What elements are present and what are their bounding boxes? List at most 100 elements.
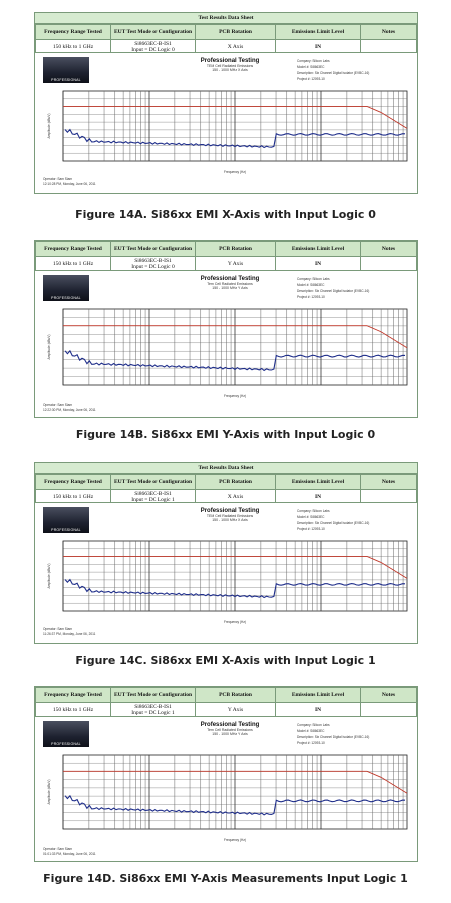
results-table: Frequency Range Tested EUT Test Mode or … (35, 687, 417, 718)
cell-notes (360, 489, 417, 505)
plot-subtitle-range: 150 - 1000 MHz X Axis (212, 68, 248, 72)
emi-plot-c: PROFESSIONAL Professional Testing TEM Ce… (34, 502, 418, 644)
plot-info: Company: Silicon Labs Model #: Si8663EC … (297, 722, 415, 746)
cell-rotation: X Axis (195, 489, 276, 505)
emi-chart: Frequency (Hz) Amplitude (dBuV) (47, 540, 408, 624)
results-table: Frequency Range Tested EUT Test Mode or … (35, 474, 417, 505)
plot-title-block: Professional Testing TEM Cell Radiated E… (175, 58, 285, 72)
x-axis-label: Frequency (Hz) (224, 170, 246, 174)
plot-footer: Operator: Sam Siam 01:01:33 PM, Monday, … (43, 847, 96, 857)
footer-operator: Operator: Sam Siam (43, 847, 73, 851)
measured-trace (64, 578, 406, 599)
plot-title-block: Professional Testing Tem Cell Radiated E… (175, 722, 285, 736)
col-header-rotation: PCB Rotation (195, 24, 276, 40)
info-company: Company: Silicon Labs (297, 59, 330, 63)
x-axis-label: Frequency (Hz) (224, 394, 246, 398)
cell-limit: IN (275, 489, 361, 505)
figure-caption: Figure 14C. Si86xx EMI X-Axis with Input… (75, 654, 376, 667)
plot-subtitle-range: 150 - 1000 MHz Y Axis (212, 286, 248, 290)
cell-mode-line1: Si8663EC-B-IS1 (134, 258, 172, 264)
y-axis-label: Amplitude (dBuV) (47, 335, 51, 360)
cell-mode-line2: Input = DC Logic 0 (131, 47, 175, 53)
info-model: Model #: Si8663EC (297, 515, 325, 519)
col-header-mode: EUT Test Mode or Configuration (110, 24, 196, 40)
col-header-mode: EUT Test Mode or Configuration (110, 241, 196, 257)
results-table-d: Frequency Range Tested EUT Test Mode or … (34, 686, 418, 719)
col-header-notes: Notes (360, 24, 417, 40)
col-header-limit: Emissions Limit Level (275, 24, 361, 40)
emi-chart: Frequency (Hz) Amplitude (dBuV) (47, 308, 408, 398)
col-header-limit: Emissions Limit Level (275, 687, 361, 703)
info-description: Description: Six Channel Digital Isolato… (297, 289, 370, 293)
cell-mode-line2: Input = DC Logic 1 (131, 497, 175, 503)
plot-info: Company: Silicon Labs Model #: Si8663EC … (297, 58, 415, 82)
professional-testing-logo: PROFESSIONAL (43, 57, 89, 83)
plot-info: Company: Silicon Labs Model #: Si8663EC … (297, 508, 415, 532)
info-model: Model #: Si8663EC (297, 729, 325, 733)
info-project: Project #: 12093-10 (297, 741, 325, 745)
info-model: Model #: Si8663EC (297, 283, 325, 287)
info-description: Description: Six Channel Digital Isolato… (297, 521, 370, 525)
figure-caption: Figure 14A. Si86xx EMI X-Axis with Input… (75, 208, 376, 221)
results-table: Frequency Range Tested EUT Test Mode or … (35, 24, 417, 55)
footer-timestamp: 12:22:30 PM, Monday, June 06, 2011 (43, 408, 96, 412)
emi-chart: Frequency (Hz) Amplitude (dBuV) (47, 754, 408, 842)
info-company: Company: Silicon Labs (297, 723, 330, 727)
limit-line (63, 325, 408, 349)
col-header-freq: Frequency Range Tested (35, 687, 111, 703)
info-description: Description: Six Channel Digital Isolato… (297, 735, 370, 739)
table-title: Test Results Data Sheet (35, 463, 417, 474)
plot-info: Company: Silicon Labs Model #: Si8663EC … (297, 276, 415, 300)
professional-testing-logo: PROFESSIONAL (43, 721, 89, 747)
emi-plot-d: PROFESSIONAL Professional Testing Tem Ce… (34, 716, 418, 862)
footer-operator: Operator: Sam Siam (43, 403, 73, 407)
cell-rotation: X Axis (195, 39, 276, 55)
col-header-notes: Notes (360, 474, 417, 490)
col-header-limit: Emissions Limit Level (275, 241, 361, 257)
limit-line (63, 105, 408, 129)
col-header-rotation: PCB Rotation (195, 687, 276, 703)
col-header-mode: EUT Test Mode or Configuration (110, 687, 196, 703)
footer-timestamp: 01:01:33 PM, Monday, June 06, 2011 (43, 852, 96, 856)
cell-rotation: Y Axis (195, 702, 276, 718)
col-header-mode: EUT Test Mode or Configuration (110, 474, 196, 490)
info-project: Project #: 12093-10 (297, 527, 325, 531)
emi-chart: Frequency (Hz) Amplitude (dBuV) (47, 90, 408, 174)
professional-testing-logo: PROFESSIONAL (43, 507, 89, 533)
cell-mode-line2: Input = DC Logic 0 (131, 264, 175, 270)
y-axis-label: Amplitude (dBuV) (47, 114, 51, 139)
cell-notes (360, 39, 417, 55)
figure-caption: Figure 14D. Si86xx EMI Y-Axis Measuremen… (43, 872, 408, 885)
info-model: Model #: Si8663EC (297, 65, 325, 69)
cell-mode-line1: Si8663EC-B-IS1 (134, 491, 172, 497)
plot-title: Professional Testing (200, 722, 260, 728)
results-table-c: Test Results Data Sheet Frequency Range … (34, 462, 418, 506)
y-axis-label: Amplitude (dBuV) (47, 780, 51, 805)
plot-footer: Operator: Sam Siam 12:22:30 PM, Monday, … (43, 403, 96, 413)
plot-subtitle: Tem Cell Radiated Emissions (207, 282, 253, 286)
plot-subtitle-range: 150 - 1000 MHz X Axis (212, 518, 248, 522)
cell-limit: IN (275, 256, 361, 272)
cell-mode-line1: Si8663EC-B-IS1 (134, 41, 172, 47)
info-company: Company: Silicon Labs (297, 509, 330, 513)
cell-freq: 150 kHz to 1 GHz (35, 256, 111, 272)
plot-footer: Operator: Sam Siam 12:10:28 PM, Monday, … (43, 177, 96, 187)
measured-trace (64, 128, 406, 149)
results-table-a: Test Results Data Sheet Frequency Range … (34, 12, 418, 56)
plot-subtitle: TEM Cell Radiated Emissions (206, 514, 254, 518)
emi-plot-a: PROFESSIONAL Professional Testing TEM Ce… (34, 52, 418, 194)
measured-trace (64, 794, 406, 816)
table-title: Test Results Data Sheet (35, 13, 417, 24)
figure-caption: Figure 14B. Si86xx EMI Y-Axis with Input… (75, 428, 376, 441)
col-header-rotation: PCB Rotation (195, 474, 276, 490)
cell-mode: Si8663EC-B-IS1 Input = DC Logic 1 (110, 489, 196, 505)
cell-mode-line1: Si8663EC-B-IS1 (134, 704, 172, 710)
col-header-rotation: PCB Rotation (195, 241, 276, 257)
info-description: Description: Six Channel Digital Isolato… (297, 71, 370, 75)
measured-trace (64, 349, 406, 372)
col-header-freq: Frequency Range Tested (35, 241, 111, 257)
plot-subtitle: Tem Cell Radiated Emissions (207, 728, 253, 732)
col-header-notes: Notes (360, 687, 417, 703)
cell-mode: Si8663EC-B-IS1 Input = DC Logic 0 (110, 256, 196, 272)
professional-testing-logo: PROFESSIONAL (43, 275, 89, 301)
